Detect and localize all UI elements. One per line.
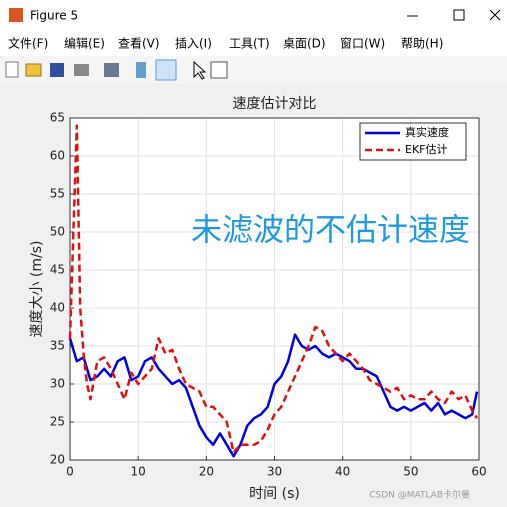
colorbar-icon[interactable] [136,62,146,78]
menu-item[interactable]: 窗口(W) [340,37,385,51]
data-line [68,124,479,454]
maximize-button[interactable] [453,9,465,21]
y-axis-label: 速度大小 (m/s) [29,240,45,337]
y-tick-label: 65 [50,111,65,125]
y-tick-label: 35 [50,339,65,353]
x-tick-label: 30 [267,465,282,479]
menu-item[interactable]: 帮助(H) [401,37,443,51]
data-line [68,333,479,458]
app-icon [9,8,23,22]
menu-item[interactable]: 查看(V) [118,37,160,51]
watermark: CSDN @MATLAB卡尔曼 [369,489,470,501]
x-tick-label: 10 [131,465,146,479]
title-bar [0,0,507,32]
chart-title: 速度估计对比 [233,96,317,112]
x-axis-label: 时间 (s) [249,486,300,502]
legend-label: 真实速度 [405,125,449,139]
pointer-icon[interactable] [193,60,207,80]
x-tick-label: 50 [403,465,418,479]
save-icon[interactable] [50,63,64,77]
annotation: 未滤波的不估计速度 [191,213,470,249]
menu-item[interactable]: 编辑(E) [64,36,105,51]
menu-item[interactable]: 桌面(D) [283,37,326,51]
print-icon[interactable] [74,64,89,76]
property-icon[interactable] [210,61,228,79]
menu-bar [0,32,507,56]
new-icon[interactable] [5,61,19,78]
menu-item[interactable]: 文件(F) [8,36,48,51]
window-title: Figure 5 [30,9,78,23]
y-tick-label: 50 [50,225,65,239]
y-tick-label: 40 [50,301,65,315]
legend-box [359,122,467,161]
y-tick-label: 25 [50,415,65,429]
axes-box [69,117,480,461]
x-tick-label: 0 [66,465,74,479]
y-tick-label: 30 [50,377,65,391]
menu-item[interactable]: 工具(T) [229,37,270,51]
y-tick-label: 60 [50,149,65,163]
x-tick-label: 20 [199,465,214,479]
y-tick-label: 20 [50,453,65,467]
y-tick-label: 55 [50,187,65,201]
close-button[interactable] [489,9,501,21]
y-tick-label: 45 [50,263,65,277]
x-tick-label: 40 [335,465,350,479]
legend-label: EKF估计 [405,143,448,156]
open-icon[interactable] [25,63,42,77]
link-icon[interactable] [104,63,119,77]
legend-icon[interactable] [155,59,177,81]
x-tick-label: 60 [471,465,486,479]
menu-item[interactable]: 插入(I) [175,37,212,51]
toolbar-icons [5,59,228,81]
